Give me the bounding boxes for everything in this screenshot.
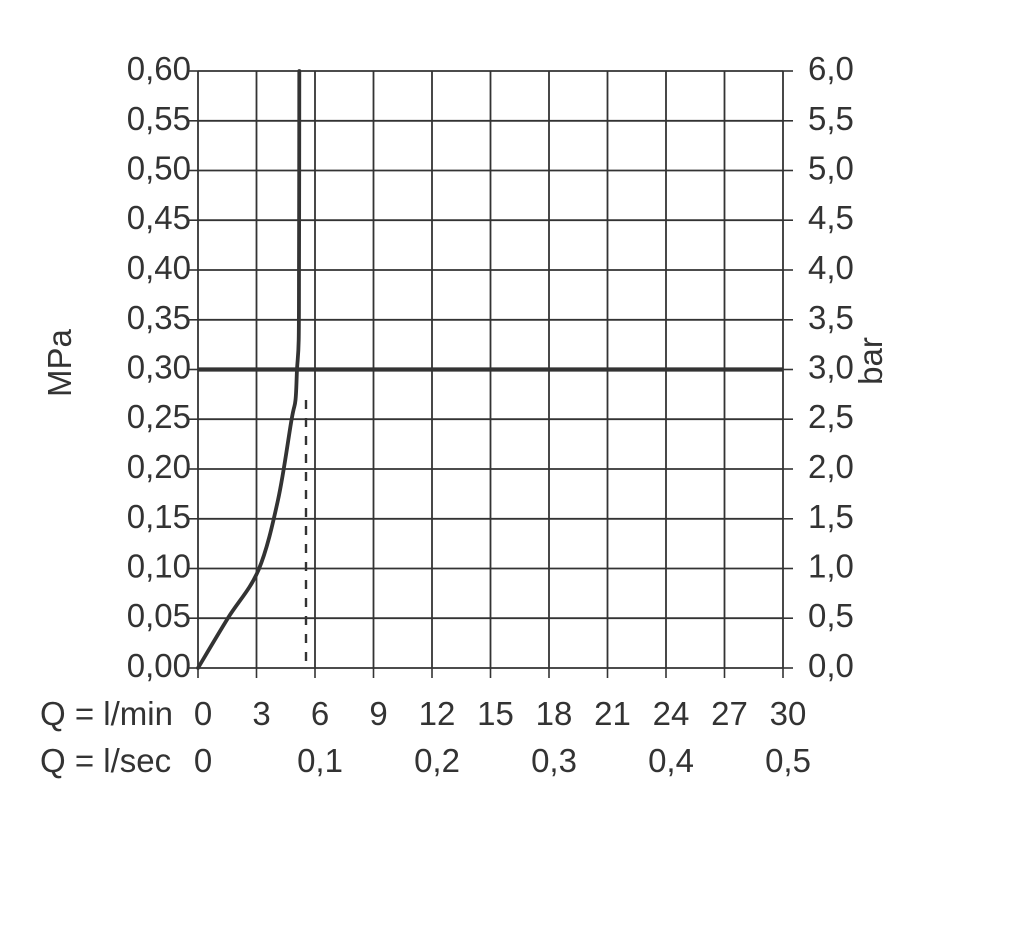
svg-text:0,30: 0,30 — [127, 349, 191, 386]
svg-text:30: 30 — [770, 695, 807, 732]
svg-text:4,5: 4,5 — [808, 199, 854, 236]
svg-text:27: 27 — [711, 695, 748, 732]
svg-text:0,1: 0,1 — [297, 742, 343, 779]
svg-text:9: 9 — [369, 695, 387, 732]
svg-text:12: 12 — [419, 695, 456, 732]
svg-text:MPa: MPa — [41, 328, 78, 397]
svg-text:0,05: 0,05 — [127, 597, 191, 634]
svg-text:0,50: 0,50 — [127, 150, 191, 187]
svg-text:0: 0 — [194, 742, 212, 779]
svg-text:0,35: 0,35 — [127, 299, 191, 336]
svg-text:Q = l/min: Q = l/min — [40, 695, 173, 732]
svg-text:0,20: 0,20 — [127, 448, 191, 485]
svg-text:0,25: 0,25 — [127, 398, 191, 435]
svg-text:0,5: 0,5 — [765, 742, 811, 779]
svg-text:0: 0 — [194, 695, 212, 732]
svg-text:2,5: 2,5 — [808, 398, 854, 435]
svg-text:3: 3 — [252, 695, 270, 732]
svg-text:Q = l/sec: Q = l/sec — [40, 742, 171, 779]
svg-text:5,0: 5,0 — [808, 150, 854, 187]
svg-text:0,4: 0,4 — [648, 742, 694, 779]
svg-text:4,0: 4,0 — [808, 249, 854, 286]
svg-text:0,00: 0,00 — [127, 647, 191, 684]
svg-text:3,5: 3,5 — [808, 299, 854, 336]
svg-text:21: 21 — [594, 695, 631, 732]
svg-text:0,10: 0,10 — [127, 548, 191, 585]
svg-text:bar: bar — [852, 337, 889, 385]
svg-text:0,0: 0,0 — [808, 647, 854, 684]
svg-text:24: 24 — [653, 695, 690, 732]
svg-text:6: 6 — [311, 695, 329, 732]
svg-text:0,15: 0,15 — [127, 498, 191, 535]
svg-text:6,0: 6,0 — [808, 50, 854, 87]
svg-text:0,60: 0,60 — [127, 50, 191, 87]
svg-text:0,3: 0,3 — [531, 742, 577, 779]
svg-text:15: 15 — [477, 695, 514, 732]
svg-text:18: 18 — [536, 695, 573, 732]
svg-text:5,5: 5,5 — [808, 100, 854, 137]
svg-text:0,40: 0,40 — [127, 249, 191, 286]
svg-text:0,2: 0,2 — [414, 742, 460, 779]
svg-text:1,5: 1,5 — [808, 498, 854, 535]
svg-text:2,0: 2,0 — [808, 448, 854, 485]
svg-text:0,45: 0,45 — [127, 199, 191, 236]
svg-text:1,0: 1,0 — [808, 548, 854, 585]
svg-text:3,0: 3,0 — [808, 349, 854, 386]
svg-text:0,5: 0,5 — [808, 597, 854, 634]
svg-text:0,55: 0,55 — [127, 100, 191, 137]
